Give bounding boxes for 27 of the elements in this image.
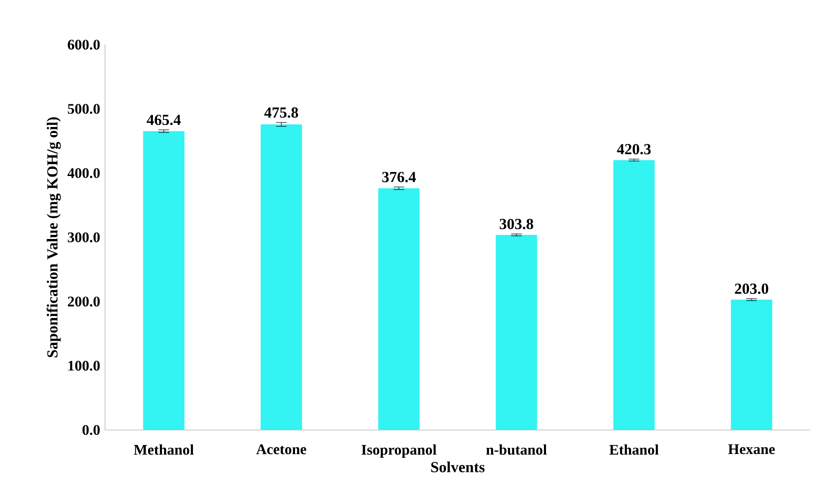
x-tick-label: Methanol — [134, 444, 194, 455]
y-tick-label: 600.0 — [68, 40, 100, 50]
data-label: 465.4 — [146, 114, 181, 126]
data-label: 475.8 — [264, 107, 298, 118]
x-tick-label: Ethanol — [609, 444, 659, 455]
y-axis-title: Saponification Value (mg KOH/g oil) — [46, 117, 61, 358]
x-axis-title: Solvents — [431, 462, 485, 472]
y-tick-label: 0.0 — [82, 425, 100, 435]
data-label: 376.4 — [382, 172, 416, 182]
data-label: 203.0 — [734, 284, 768, 294]
x-tick-label: n-butanol — [486, 444, 547, 455]
y-tick-label: 500.0 — [68, 104, 100, 114]
data-label: 420.3 — [616, 144, 651, 154]
y-tick-label: 100.0 — [68, 360, 100, 371]
y-tick-label: 300.0 — [68, 232, 100, 242]
bar — [496, 234, 538, 430]
x-tick-label: Hexane — [728, 444, 775, 454]
bar — [143, 131, 184, 430]
y-tick-label: 200.0 — [68, 296, 100, 307]
bar — [260, 124, 302, 430]
data-label: 303.8 — [500, 218, 534, 230]
y-tick-label: 400.0 — [68, 168, 100, 178]
bar — [730, 300, 772, 430]
bar — [378, 188, 420, 430]
x-tick-label: Acetone — [256, 444, 306, 454]
x-tick-label: Isopropanol — [362, 444, 436, 458]
bar — [613, 160, 655, 430]
